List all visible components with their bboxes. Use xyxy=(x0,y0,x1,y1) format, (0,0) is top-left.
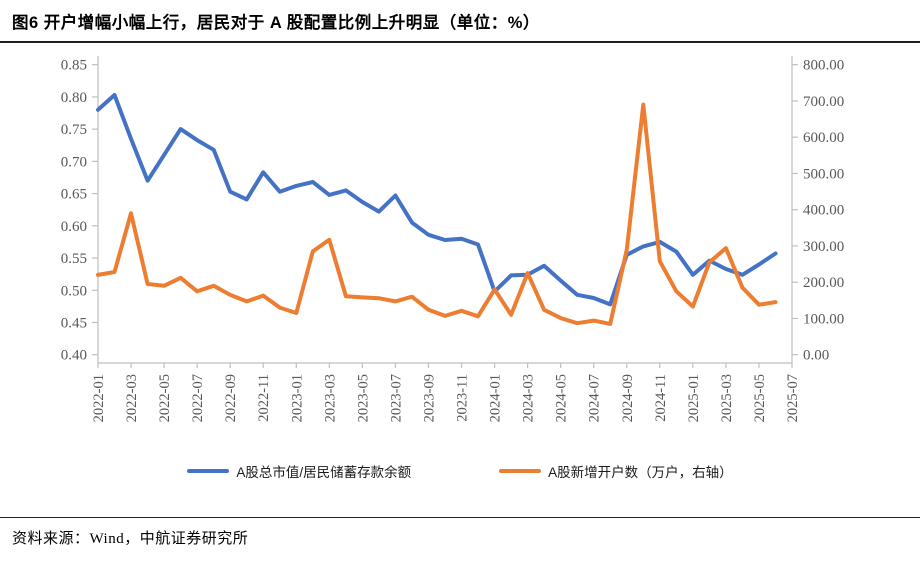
y-axis-left-label: 0.60 xyxy=(61,219,87,235)
line-chart: 0.40 0.45 0.50 0.55 0.60 0.65 0.70 0.75 0.80 0.85… xyxy=(61,56,844,422)
y-axis-left-label: 0.55 xyxy=(61,251,87,267)
x-axis-label: 2024-01 xyxy=(488,374,504,422)
x-axis-label: 2025-01 xyxy=(686,374,702,422)
chart-area: 0.40 0.45 0.50 0.55 0.60 0.65 0.70 0.75 0.80 0.85… xyxy=(0,43,920,455)
x-axis-label: 2024-03 xyxy=(521,374,537,422)
x-axis-label: 2022-09 xyxy=(223,374,239,422)
x-axis-label: 2023-07 xyxy=(388,374,404,422)
x-axis-label: 2023-01 xyxy=(289,374,305,422)
y-axis-right-label: 0.00 xyxy=(803,348,829,364)
y-axis-left-label: 0.45 xyxy=(61,315,87,331)
y-axis-left-label: 0.75 xyxy=(61,122,87,138)
chart-legend: A股总市值/居民储蓄存款余额 A股新增开户数（万户，右轴） xyxy=(0,461,920,481)
x-axis-label: 2025-05 xyxy=(752,374,768,422)
x-axis-label: 2024-11 xyxy=(653,374,669,422)
y-axis-left-label: 0.50 xyxy=(61,283,87,299)
legend-item-market-cap-ratio: A股总市值/居民储蓄存款余额 xyxy=(187,461,411,481)
y-axis-right-label: 400.00 xyxy=(803,203,844,219)
x-axis-label: 2023-11 xyxy=(455,374,471,422)
x-axis-label: 2022-05 xyxy=(157,374,173,422)
x-axis-label: 2023-09 xyxy=(421,374,437,422)
x-axis-label: 2024-07 xyxy=(587,374,603,422)
x-axis-label: 2025-07 xyxy=(785,374,801,422)
x-axis-label: 2025-03 xyxy=(719,374,735,422)
x-axis-label: 2023-05 xyxy=(355,374,371,422)
y-axis-right-label: 200.00 xyxy=(803,275,844,291)
legend-label-market-cap-ratio: A股总市值/居民储蓄存款余额 xyxy=(236,465,412,480)
y-axis-left-label: 0.70 xyxy=(61,154,87,170)
y-axis-left-label: 0.85 xyxy=(61,58,87,74)
source-note: 资料来源：Wind，中航证券研究所 xyxy=(12,531,249,547)
x-axis-label: 2022-07 xyxy=(190,374,206,422)
x-axis-label: 2023-03 xyxy=(322,374,338,422)
y-axis-right-label: 600.00 xyxy=(803,130,844,146)
x-axis-label: 2022-03 xyxy=(124,374,140,422)
series-line-new-accounts xyxy=(96,102,778,326)
y-axis-right-label: 700.00 xyxy=(803,94,844,110)
y-axis-right-label: 300.00 xyxy=(803,239,844,255)
page-title: 图6 开户增幅小幅上行，居民对于 A 股配置比例上升明显（单位：%） xyxy=(12,14,540,32)
title-divider xyxy=(0,41,920,43)
legend-item-new-accounts: A股新增开户数（万户，右轴） xyxy=(499,461,733,481)
source-divider xyxy=(0,517,920,518)
y-axis-right-label: 100.00 xyxy=(803,311,844,327)
x-axis-label: 2024-05 xyxy=(554,374,570,422)
x-axis-label: 2022-11 xyxy=(256,374,272,422)
series-line-market-cap-ratio xyxy=(96,93,778,307)
x-axis-label: 2022-01 xyxy=(91,374,107,422)
x-axis-label: 2024-09 xyxy=(620,374,636,422)
y-axis-right-label: 500.00 xyxy=(803,166,844,182)
y-axis-left-label: 0.40 xyxy=(61,348,87,364)
legend-line-sample-blue-icon xyxy=(187,468,230,474)
legend-label-new-accounts: A股新增开户数（万户，右轴） xyxy=(548,465,733,480)
y-axis-right-label: 800.00 xyxy=(803,58,844,74)
y-axis-left-label: 0.65 xyxy=(61,187,87,203)
y-axis-left-label: 0.80 xyxy=(61,90,87,106)
legend-line-sample-orange-icon xyxy=(499,468,542,474)
